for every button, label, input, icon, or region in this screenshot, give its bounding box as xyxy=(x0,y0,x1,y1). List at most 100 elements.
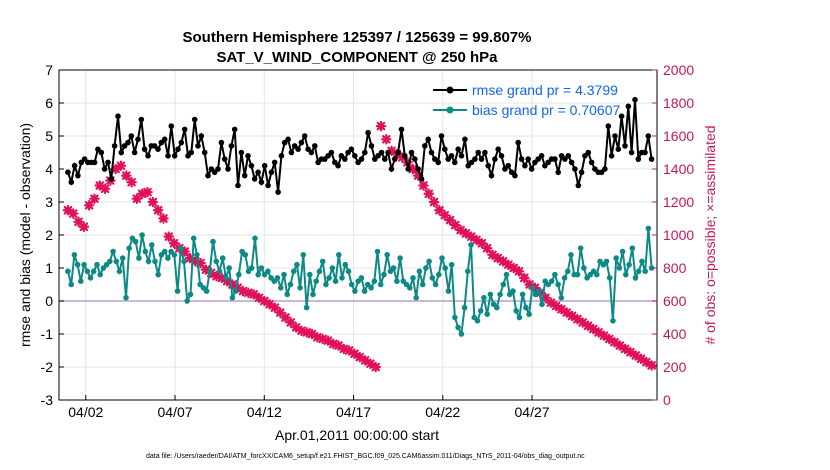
bias-point xyxy=(442,265,449,271)
bias-point xyxy=(107,258,113,265)
obs-marker xyxy=(386,145,397,157)
obs-marker xyxy=(481,242,493,254)
rmse-point xyxy=(308,149,315,156)
right-tick-label: 1000 xyxy=(663,227,694,243)
bias-point xyxy=(552,271,558,278)
obs-marker xyxy=(343,345,355,356)
bias-point xyxy=(497,291,503,298)
rmse-point xyxy=(161,136,168,143)
bias-point xyxy=(610,318,616,324)
bias-point xyxy=(452,314,458,321)
bias-point xyxy=(326,275,332,281)
obs-marker xyxy=(73,216,84,228)
bias-point xyxy=(407,285,413,291)
obs-marker xyxy=(136,188,148,200)
rmse-point xyxy=(125,139,131,146)
rmse-point xyxy=(138,116,145,123)
rmse-point xyxy=(422,143,428,149)
rmse-point xyxy=(268,169,275,176)
chart-title: Southern Hemisphere 125397 / 125639 = 99… xyxy=(183,29,532,46)
bias-point xyxy=(503,271,510,278)
rmse-point xyxy=(362,149,368,156)
bias-point xyxy=(639,258,645,265)
bias-point xyxy=(623,271,629,278)
bias-point xyxy=(255,271,261,278)
obs-marker xyxy=(444,214,456,226)
rmse-point xyxy=(135,136,141,143)
bias-point xyxy=(526,311,532,318)
bias-point xyxy=(455,324,461,331)
rmse-point xyxy=(385,149,391,156)
bias-point xyxy=(290,268,297,275)
obs-marker xyxy=(110,163,121,175)
rmse-point xyxy=(605,123,612,129)
bias-point xyxy=(426,258,432,265)
bias-point xyxy=(203,288,210,294)
right-tick-label: 400 xyxy=(663,326,687,342)
bias-point xyxy=(419,281,426,288)
legend-rmse-marker xyxy=(446,86,454,94)
obs-marker xyxy=(465,231,477,242)
rmse-point xyxy=(552,156,558,162)
right-tick-label: 1600 xyxy=(663,128,694,144)
obs-marker xyxy=(78,221,90,233)
obs-marker xyxy=(370,361,381,373)
obs-marker xyxy=(455,224,466,236)
bias-point xyxy=(332,278,339,285)
rmse-point xyxy=(415,166,422,172)
bias-point xyxy=(619,248,626,255)
obs-marker xyxy=(646,360,657,371)
rmse-point xyxy=(278,153,285,159)
rmse-point xyxy=(482,149,488,156)
bias-point xyxy=(65,268,71,275)
rmse-point xyxy=(428,149,435,156)
obs-marker xyxy=(248,289,259,300)
rmse-point xyxy=(275,189,281,195)
bias-point xyxy=(287,281,294,288)
bias-point xyxy=(594,271,600,278)
bias-point xyxy=(87,275,94,281)
rmse-point xyxy=(412,156,418,162)
rmse-point xyxy=(505,162,512,169)
obs-marker xyxy=(588,323,599,335)
left-tick-label: 4 xyxy=(45,161,53,177)
rmse-point xyxy=(455,146,462,152)
rmse-point xyxy=(485,162,492,169)
bias-point xyxy=(445,288,452,294)
obs-marker xyxy=(158,213,169,224)
obs-marker xyxy=(115,160,127,171)
obs-marker xyxy=(237,285,249,297)
bias-point xyxy=(174,288,181,294)
obs-marker xyxy=(359,355,371,366)
bias-point xyxy=(568,252,574,258)
rmse-point xyxy=(342,156,348,162)
rmse-point xyxy=(585,149,592,156)
bias-point xyxy=(613,255,619,261)
right-tick-label: 800 xyxy=(663,260,687,276)
bias-point xyxy=(410,275,416,281)
right-tick-label: 200 xyxy=(663,359,687,375)
rmse-point xyxy=(65,169,71,176)
rmse-point xyxy=(221,156,228,162)
bias-point xyxy=(642,268,648,275)
obs-marker xyxy=(296,325,307,336)
obs-marker xyxy=(598,330,610,341)
bias-point xyxy=(516,314,523,321)
rmse-point xyxy=(512,172,518,179)
bias-point xyxy=(519,291,526,298)
bias-point xyxy=(423,265,429,271)
bias-point xyxy=(548,278,555,285)
rmse-point xyxy=(575,182,582,189)
rmse-point xyxy=(645,133,652,139)
bias-point xyxy=(310,291,316,298)
rmse-point xyxy=(111,143,118,149)
bias-point xyxy=(648,265,655,271)
obs-marker xyxy=(428,196,440,208)
obs-marker xyxy=(593,327,604,338)
rmse-point xyxy=(171,153,178,159)
bias-point xyxy=(281,271,287,278)
obs-marker xyxy=(67,208,79,219)
rmse-point xyxy=(368,143,375,149)
rmse-point xyxy=(295,146,301,152)
bias-point xyxy=(555,281,561,288)
